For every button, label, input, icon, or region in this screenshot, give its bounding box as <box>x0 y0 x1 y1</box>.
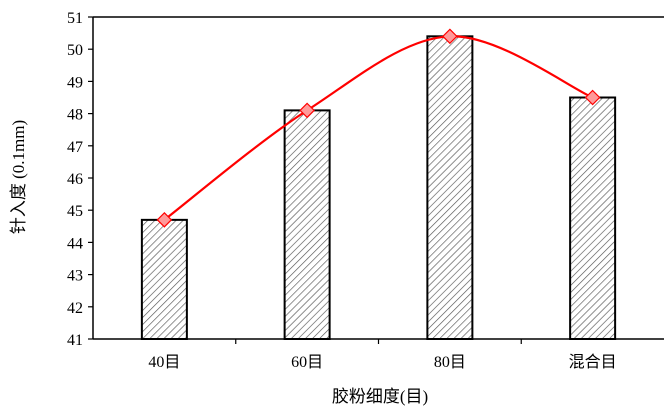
x-tick-label: 40目 <box>148 354 180 371</box>
point-marker <box>156 212 173 228</box>
y-tick-label: 49 <box>67 74 83 91</box>
point-marker <box>584 89 601 106</box>
y-axis-title: 针入度 (0.1mm) <box>9 120 28 234</box>
y-tick-label: 51 <box>67 10 83 27</box>
x-tick-label: 60目 <box>291 354 323 371</box>
y-tick-label: 48 <box>67 107 83 124</box>
y-tick-label: 42 <box>67 300 83 317</box>
y-tick-label: 47 <box>67 139 83 156</box>
bar <box>426 35 474 340</box>
y-tick-label: 46 <box>67 171 83 188</box>
bar <box>140 218 188 340</box>
series-line <box>163 35 594 221</box>
y-tick-label: 44 <box>67 235 83 252</box>
axis-labels: 胶粉细度(目) 针入度 (0.1mm) <box>9 120 428 406</box>
trend-line <box>156 28 601 228</box>
point-marker <box>442 28 458 45</box>
y-tick-label: 45 <box>67 203 83 220</box>
x-tick-label: 80目 <box>434 354 466 371</box>
y-tick-label: 50 <box>67 42 83 59</box>
axes: 41 42 43 44 45 46 47 48 49 50 51 40目 60目 80目 混合目 <box>67 10 664 371</box>
bar <box>283 109 331 340</box>
bars <box>140 35 617 340</box>
y-tick-label: 43 <box>67 268 83 285</box>
y-tick-label: 41 <box>67 332 83 349</box>
bar <box>569 96 617 340</box>
x-axis-title: 胶粉细度(目) <box>332 387 428 406</box>
x-tick-label: 混合目 <box>569 353 617 371</box>
point-marker <box>299 102 315 119</box>
